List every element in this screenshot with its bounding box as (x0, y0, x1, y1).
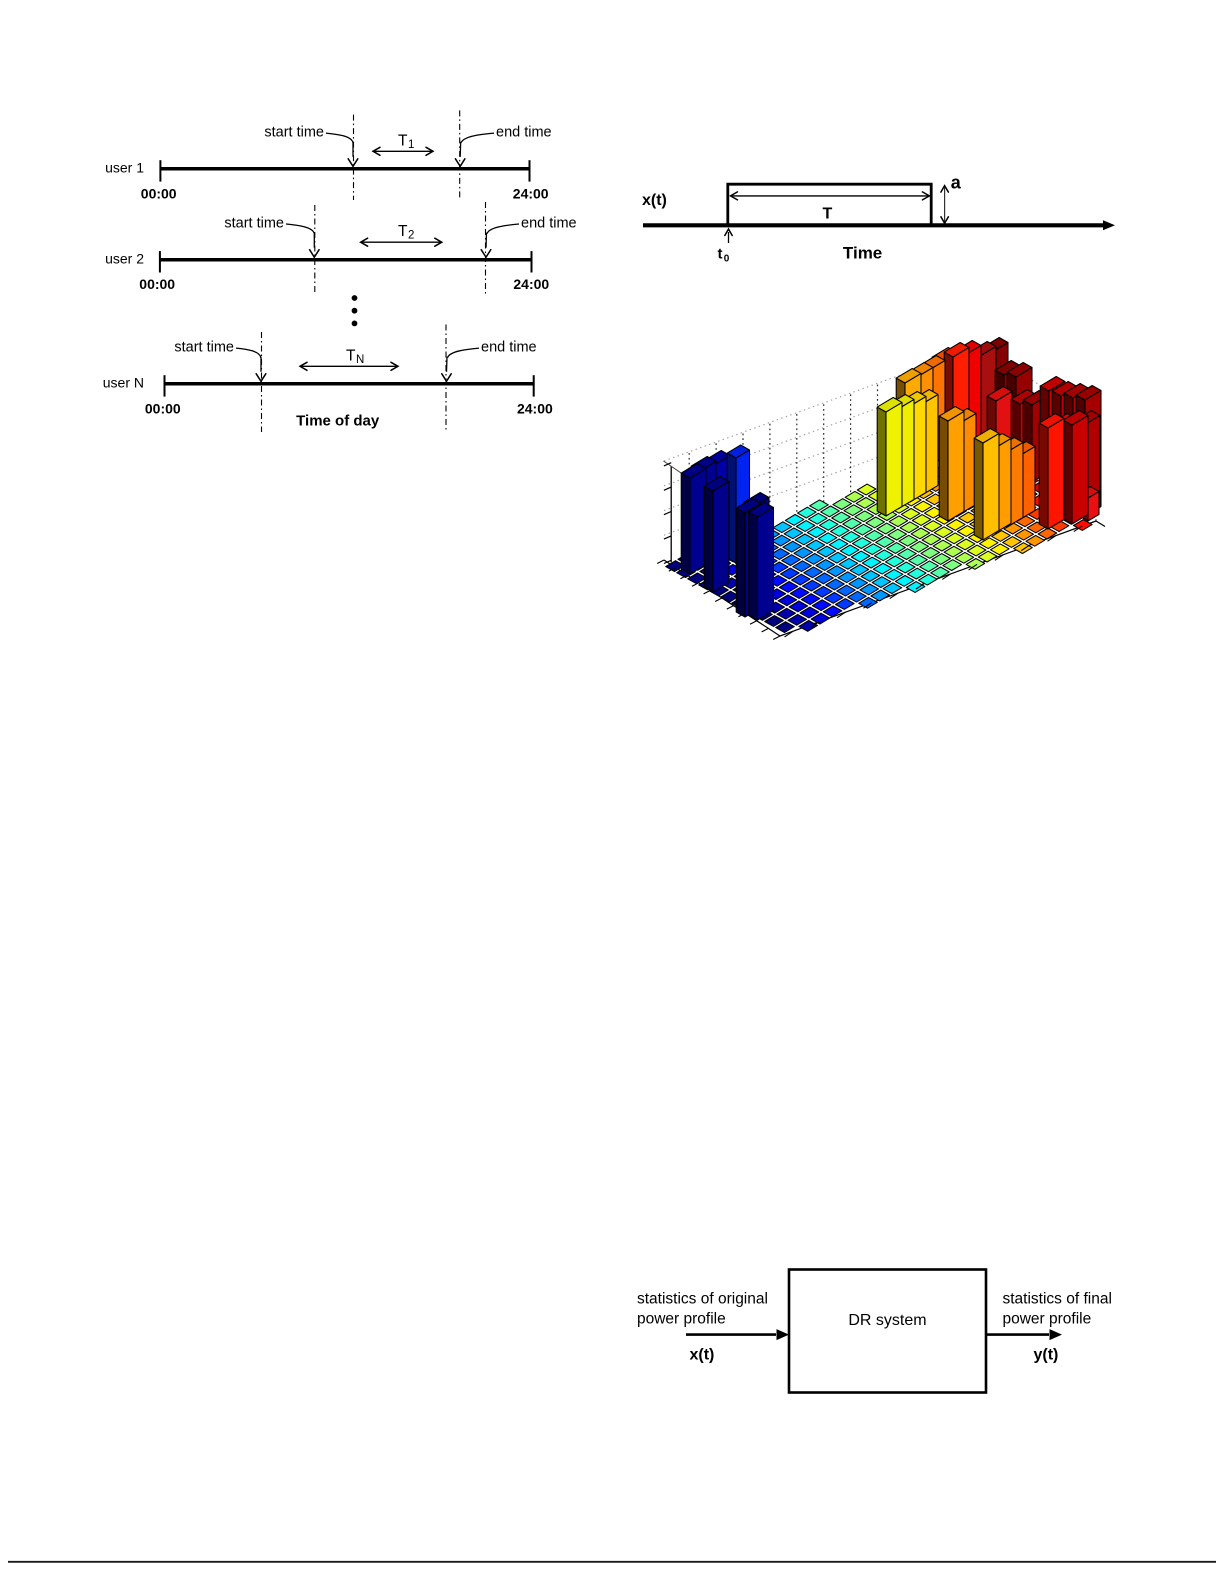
svg-text:00:00: 00:00 (139, 276, 175, 292)
svg-text:Time: Time (843, 244, 882, 263)
svg-text:start time: start time (224, 216, 284, 232)
svg-text:2: 2 (408, 230, 414, 242)
svg-text:start time: start time (264, 125, 324, 141)
svg-text:DR system: DR system (848, 1312, 926, 1329)
svg-text:end time: end time (496, 125, 552, 141)
svg-text:power profile: power profile (637, 1311, 726, 1328)
svg-text:N: N (356, 354, 364, 366)
svg-text:start time: start time (174, 340, 234, 356)
svg-text:statistics of final: statistics of final (1003, 1291, 1112, 1308)
svg-text:24:00: 24:00 (513, 276, 549, 292)
svg-text:statistics of original: statistics of original (637, 1291, 768, 1308)
svg-text:a: a (951, 172, 962, 192)
svg-text:end time: end time (481, 340, 537, 356)
svg-text:0: 0 (724, 254, 730, 265)
svg-text:24:00: 24:00 (517, 400, 553, 416)
svg-text:user 2: user 2 (105, 250, 144, 266)
svg-text:00:00: 00:00 (145, 400, 181, 416)
svg-text:24:00: 24:00 (513, 185, 549, 201)
svg-text:end time: end time (521, 216, 577, 232)
svg-text:T: T (398, 132, 408, 149)
svg-text:T: T (346, 347, 356, 364)
svg-text:user N: user N (103, 375, 144, 391)
svg-text:power profile: power profile (1003, 1311, 1092, 1328)
svg-text:user 1: user 1 (105, 160, 144, 176)
svg-text:1: 1 (408, 139, 414, 151)
svg-text:T: T (398, 223, 408, 240)
svg-text:y(t): y(t) (1034, 1347, 1059, 1364)
svg-text:x(t): x(t) (642, 192, 667, 209)
svg-text:00:00: 00:00 (141, 185, 177, 201)
svg-text:x(t): x(t) (690, 1347, 715, 1364)
svg-text:t: t (718, 246, 723, 263)
svg-text:T: T (823, 206, 833, 223)
svg-text:Time of day: Time of day (296, 413, 380, 430)
